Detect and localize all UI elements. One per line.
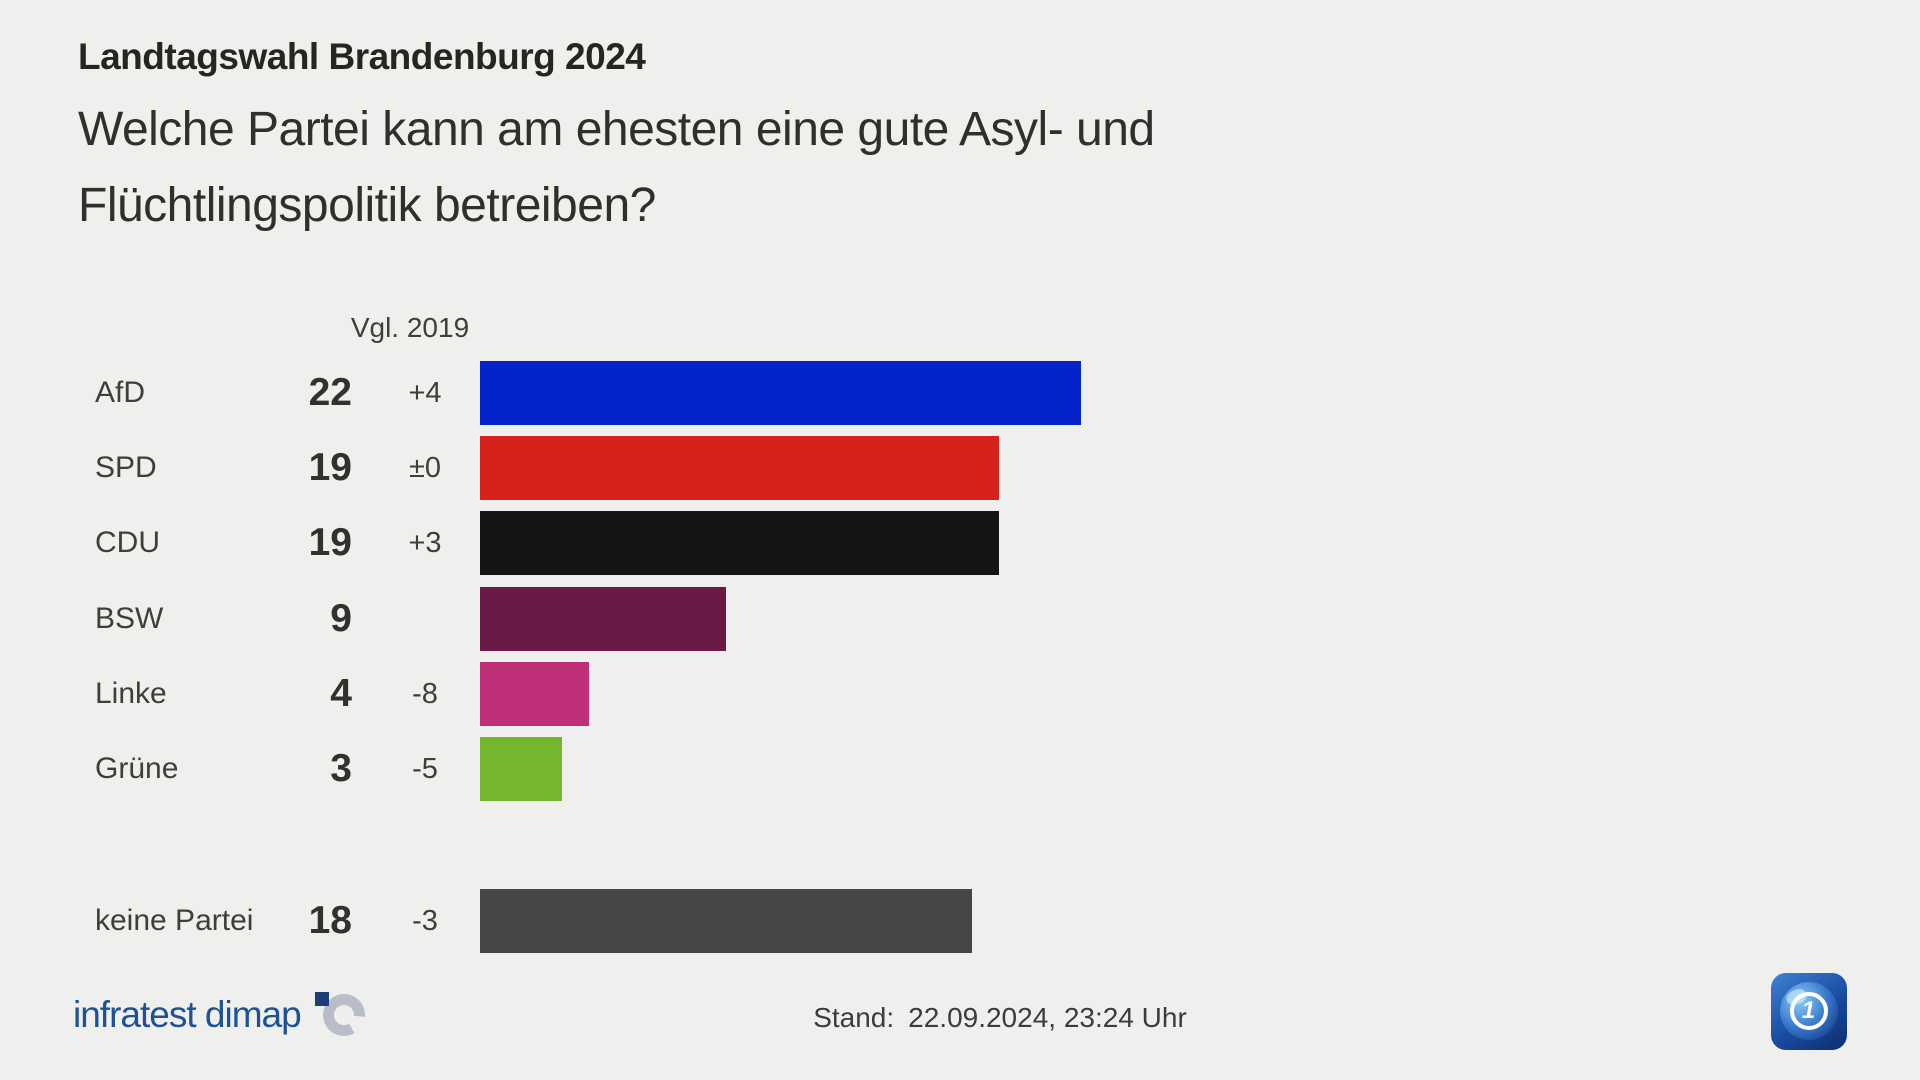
logo-square-shape — [314, 992, 329, 1006]
chart-question-title: Welche Partei kann am ehesten eine gute … — [78, 103, 1155, 232]
comparison-value: -8 — [412, 677, 438, 710]
party-label: BSW — [95, 602, 164, 635]
value-label: 22 — [308, 371, 352, 414]
bar — [480, 889, 972, 953]
infratest-dimap-logo-icon — [314, 992, 365, 1038]
bar — [480, 737, 562, 801]
ard-tagesschau-logo-icon: 1 — [1771, 973, 1847, 1050]
bar — [480, 361, 1081, 425]
bar — [480, 662, 589, 726]
comparison-value: -3 — [412, 904, 438, 937]
infratest-dimap-logo: infratest dimap — [73, 990, 365, 1040]
value-label: 19 — [308, 446, 352, 489]
timestamp-value: 22.09.2024, 23:24 Uhr — [908, 1002, 1187, 1033]
value-label: 18 — [308, 899, 352, 942]
ard-one-numeral: 1 — [1800, 997, 1819, 1024]
bar-row: SPD 19 ±0 — [0, 436, 1920, 500]
bar-row: Linke 4 -8 — [0, 662, 1920, 726]
value-label: 4 — [330, 672, 352, 715]
bar-row: keine Partei 18 -3 — [0, 889, 1920, 953]
bar-row: CDU 19 +3 — [0, 511, 1920, 575]
bar-row: BSW 9 — [0, 587, 1920, 651]
bar-row: AfD 22 +4 — [0, 361, 1920, 425]
party-label: Linke — [95, 677, 167, 710]
value-label: 3 — [330, 747, 352, 790]
comparison-value: ±0 — [408, 451, 442, 484]
party-label: SPD — [95, 451, 157, 484]
comparison-column-header: Vgl. 2019 — [350, 312, 470, 343]
party-label: Grüne — [95, 752, 179, 785]
timestamp-label: Stand: — [813, 1002, 895, 1033]
party-label: keine Partei — [95, 904, 254, 937]
value-label: 9 — [330, 597, 352, 640]
chart-kicker: Landtagswahl Brandenburg 2024 — [78, 36, 646, 77]
comparison-value: -5 — [412, 752, 438, 785]
comparison-value — [355, 587, 495, 651]
value-label: 19 — [308, 521, 352, 564]
bar-row: Grüne 3 -5 — [0, 737, 1920, 801]
ard-one-ring-icon: 1 — [1790, 992, 1828, 1030]
bar — [480, 436, 999, 500]
bar — [480, 587, 726, 651]
party-label: CDU — [95, 526, 160, 559]
logo-ring-shape — [322, 994, 365, 1036]
infratest-dimap-logo-text: infratest dimap — [73, 994, 302, 1035]
bar — [480, 511, 999, 575]
comparison-value: +4 — [408, 376, 442, 409]
comparison-value: +3 — [408, 526, 442, 559]
timestamp: Stand: 22.09.2024, 23:24 Uhr — [640, 1002, 1360, 1034]
party-label: AfD — [95, 376, 146, 409]
